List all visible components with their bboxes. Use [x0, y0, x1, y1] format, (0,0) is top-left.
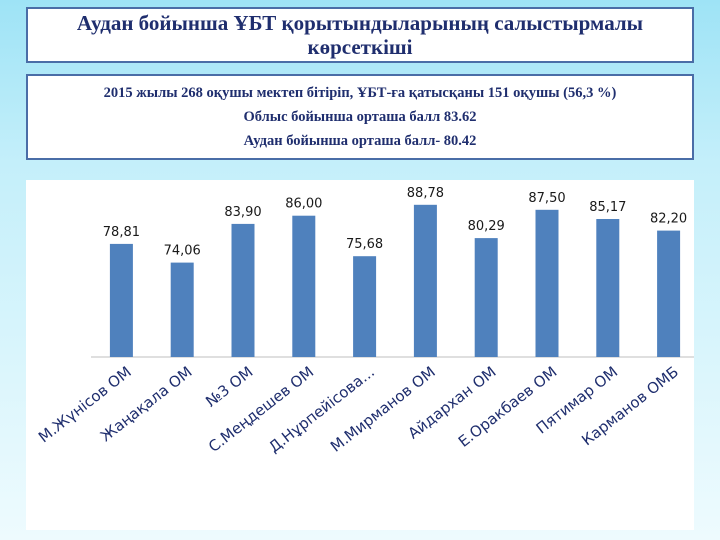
data-label-2: 83,90 [224, 205, 261, 220]
bar-3 [292, 215, 316, 357]
info-line-participants: 2015 жылы 268 оқушы мектеп бітіріп, ҰБТ-… [103, 85, 617, 101]
data-label-9: 82,20 [650, 212, 687, 227]
bar-7 [535, 209, 559, 357]
data-label-8: 85,17 [589, 200, 626, 215]
category-label-2: №3 ОМ [202, 363, 256, 411]
info-line-district-average: Аудан бойынша орташа балл- 80.42 [243, 133, 477, 149]
data-label-6: 80,29 [468, 219, 505, 234]
category-label-5: М.Мирманов ОМ [327, 363, 439, 456]
data-label-7: 87,50 [528, 191, 565, 206]
chart-area: 78,81 М.Жүнісов ОМ 74,06 Жаңақала ОМ 83,90 №3… [26, 180, 699, 530]
category-label-3: С.Меңдешев ОМ [205, 363, 317, 456]
bar-5 [413, 204, 437, 357]
bar-4 [353, 256, 377, 357]
data-label-1: 74,06 [164, 244, 201, 259]
bar-1 [170, 262, 194, 357]
bar-9 [657, 230, 681, 357]
info-line-region-average: Облыс бойынша орташа балл 83.62 [243, 109, 477, 125]
data-label-5: 88,78 [407, 186, 444, 201]
category-label-4: Д.Нұрпейісова... [265, 363, 378, 457]
page-title: Аудан бойынша ҰБТ қорытындыларының салыс… [76, 11, 644, 59]
data-label-3: 86,00 [285, 197, 322, 212]
data-label-4: 75,68 [346, 237, 383, 252]
bar-2 [231, 223, 255, 357]
info-box: 2015 жылы 268 оқушы мектеп бітіріп, ҰБТ-… [26, 74, 694, 160]
bar-8 [596, 219, 620, 357]
bar-0 [109, 243, 133, 357]
data-label-0: 78,81 [103, 225, 140, 240]
bar-6 [474, 238, 498, 357]
page-title-box: Аудан бойынша ҰБТ қорытындыларының салыс… [26, 7, 694, 63]
